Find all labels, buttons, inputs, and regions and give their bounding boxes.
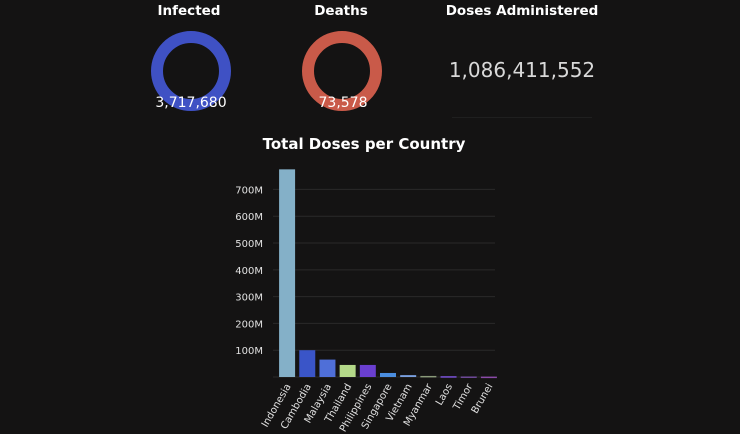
doses-title: Doses Administered xyxy=(445,3,599,19)
infected-value: 3,717,680 xyxy=(155,95,227,111)
deaths-value: 73,578 xyxy=(318,95,368,111)
bar-singapore[interactable] xyxy=(380,372,396,377)
x-tick-label: Laos xyxy=(434,382,455,407)
y-tick-label: 100M xyxy=(235,346,263,357)
bar-brunei[interactable] xyxy=(480,376,497,379)
bar-laos[interactable] xyxy=(440,376,457,378)
bar-timor[interactable] xyxy=(460,376,477,378)
doses-value: 1,086,411,552 xyxy=(448,58,596,82)
bar-vietnam[interactable] xyxy=(400,375,417,377)
y-tick-label: 300M xyxy=(235,293,263,304)
y-tick-label: 400M xyxy=(235,266,263,277)
bar-indonesia[interactable] xyxy=(279,169,296,377)
divider xyxy=(452,117,592,118)
bar-myanmar[interactable] xyxy=(420,375,437,378)
infected-title: Infected xyxy=(157,3,221,19)
chart-title: Total Doses per Country xyxy=(263,135,466,153)
bar-philippines[interactable] xyxy=(359,364,376,377)
y-tick-label: 600M xyxy=(235,212,263,223)
deaths-title: Deaths xyxy=(314,3,368,19)
bar-thailand[interactable] xyxy=(339,364,356,377)
y-tick-label: 700M xyxy=(235,185,263,196)
y-tick-label: 500M xyxy=(235,239,263,250)
bar-cambodia[interactable] xyxy=(299,350,316,377)
y-tick-label: 200M xyxy=(235,319,263,330)
bar-malaysia[interactable] xyxy=(319,359,336,377)
